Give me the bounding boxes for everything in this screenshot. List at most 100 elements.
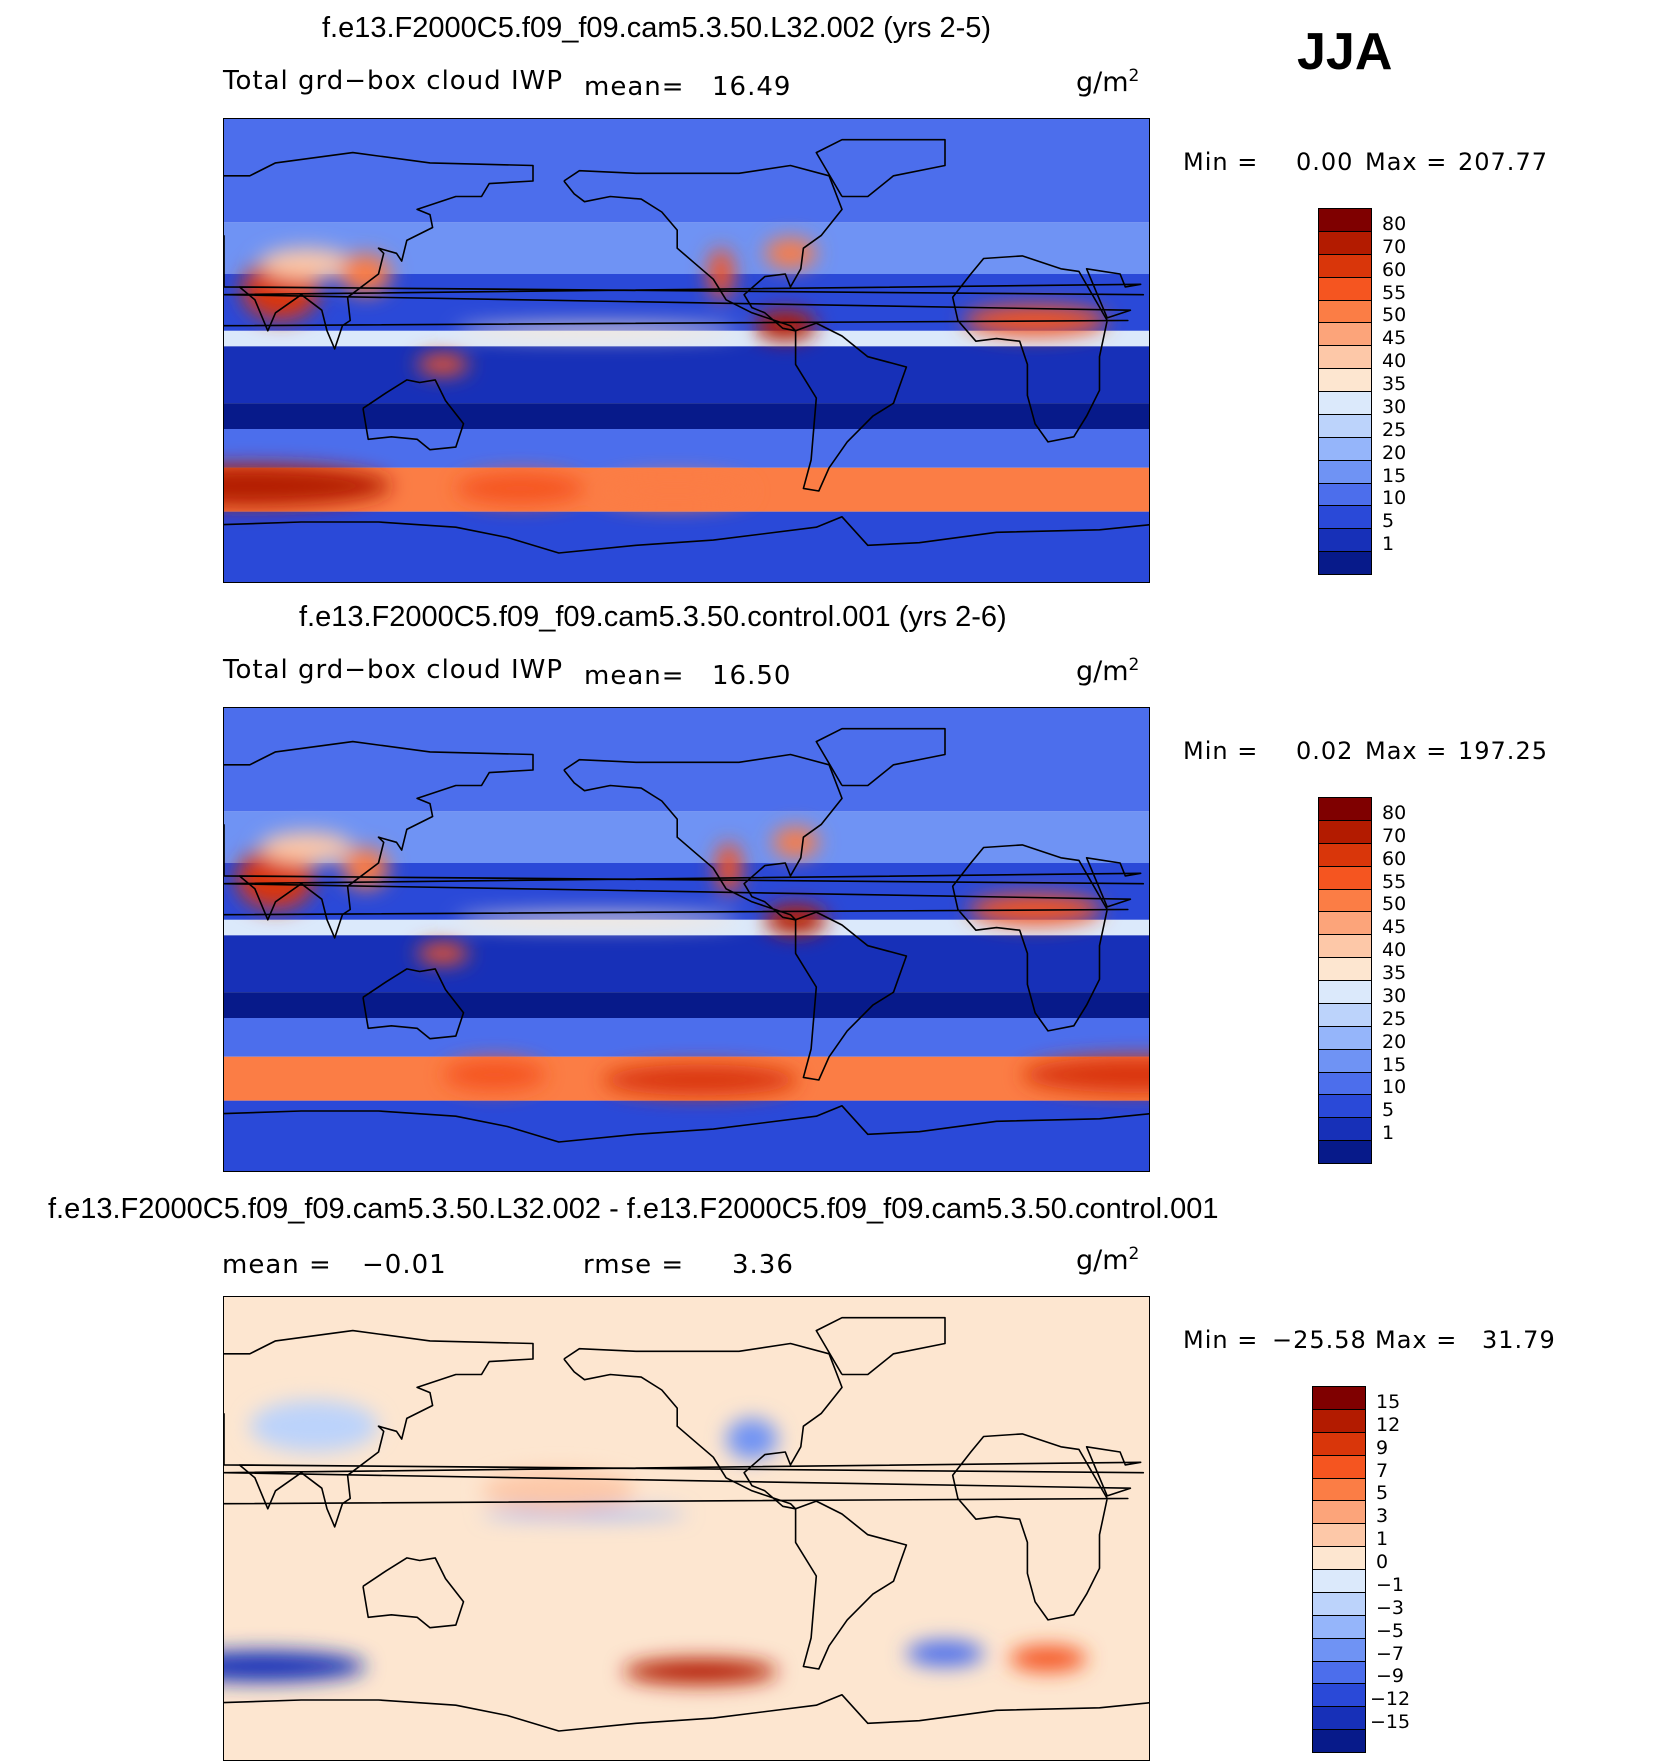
colorbar-swatch xyxy=(1318,368,1372,392)
colorbar-label: 20 xyxy=(1382,1030,1407,1053)
colorbar-swatch xyxy=(1312,1660,1366,1685)
colorbar-swatch xyxy=(1318,1117,1372,1142)
field-feature-south-atlantic-storm-track xyxy=(597,475,752,507)
field-feature-east-china xyxy=(339,253,392,295)
colorbar-label: 35 xyxy=(1382,373,1407,395)
field-band xyxy=(224,992,1149,1018)
coastline xyxy=(224,844,1129,1032)
feature-layer xyxy=(236,826,1149,1096)
colorbar-swatch xyxy=(1318,413,1372,438)
panel-3-min-label: Min = xyxy=(1183,1326,1259,1354)
colorbar-swatch xyxy=(1318,459,1372,484)
colorbar-label: 5 xyxy=(1382,1099,1395,1122)
colorbar-swatch xyxy=(1312,1706,1366,1731)
field-layer xyxy=(224,1297,1149,1760)
map-canvas xyxy=(224,708,1149,1171)
field-feature-east-atlantic-positive xyxy=(906,1640,984,1667)
field-band xyxy=(224,511,1149,582)
coastline xyxy=(815,138,946,198)
field-feature-east-china xyxy=(342,847,389,889)
colorbar-swatch xyxy=(1312,1683,1366,1708)
panel-2-colorbar: 80 70 60 55 50 45 40 35 30 25 20 15 10 5 1 xyxy=(1318,797,1408,1164)
panel-1-units: g/m2 xyxy=(1076,66,1140,98)
colorbar-label: 80 xyxy=(1382,801,1407,824)
colorbar-swatch xyxy=(1318,842,1372,867)
coastline xyxy=(794,911,908,1081)
colorbar-swatch xyxy=(1312,1477,1366,1502)
panel-1-mean-value: 16.49 xyxy=(712,72,792,102)
panel-1-max-label: Max = xyxy=(1365,148,1448,176)
colorbar-label: 45 xyxy=(1382,327,1407,350)
colorbar-swatch xyxy=(1312,1591,1366,1616)
field-band xyxy=(224,1100,1149,1171)
colorbar-label: 9 xyxy=(1376,1436,1389,1459)
coastline xyxy=(362,1557,465,1629)
colorbar-label: 10 xyxy=(1382,1076,1407,1099)
colorbar-label: 15 xyxy=(1376,1390,1401,1413)
colorbar-swatch xyxy=(1318,528,1372,553)
colorbar-label: 55 xyxy=(1382,281,1407,304)
field-band xyxy=(224,919,1149,936)
field-feature-itcz-pacific xyxy=(455,913,739,927)
colorbar-label: 5 xyxy=(1376,1482,1389,1505)
colorbar-label: −9 xyxy=(1376,1665,1405,1688)
panel-3-mean-label: mean = xyxy=(222,1250,332,1280)
field-feature-south-pacific-storm-track xyxy=(455,472,585,504)
colorbar-label: 50 xyxy=(1382,304,1407,327)
field-band xyxy=(224,403,1149,429)
panel-1-colorbar: 80 70 60 55 50 45 40 35 30 25 20 15 10 5 1 xyxy=(1318,208,1408,575)
colorbar-swatch xyxy=(1318,911,1372,936)
field-feature-rockies xyxy=(715,842,742,894)
field-feature-itcz-positive xyxy=(481,1508,688,1520)
colorbar-swatch xyxy=(1318,934,1372,959)
colorbar-swatch xyxy=(1318,391,1372,415)
colorbar-label: 70 xyxy=(1382,235,1407,258)
panel-1-title: f.e13.F2000C5.f09_f09.cam5.3.50.L32.002 … xyxy=(322,12,992,44)
colorbar-label: 5 xyxy=(1382,510,1395,533)
feature-layer xyxy=(224,237,1108,507)
colorbar-label: 80 xyxy=(1382,212,1407,235)
colorbar-swatch xyxy=(1318,797,1372,821)
colorbar-label: 50 xyxy=(1382,893,1407,916)
colorbar-swatch xyxy=(1318,1002,1372,1027)
colorbar-label: 15 xyxy=(1382,1053,1407,1076)
colorbar-label: −7 xyxy=(1376,1642,1405,1665)
panel-3-map xyxy=(223,1296,1150,1761)
field-feature-south-atlantic-storm-track xyxy=(602,1064,799,1096)
field-feature-north-america-mixed xyxy=(726,1418,778,1460)
field-feature-south-indian-storm-track xyxy=(1022,1056,1149,1093)
colorbar-swatch xyxy=(1318,980,1372,1004)
coastline xyxy=(224,1446,1142,1497)
panel-2-units: g/m2 xyxy=(1076,655,1140,687)
field-feature-maritime-continent xyxy=(417,943,469,964)
panel-3-title: f.e13.F2000C5.f09_f09.cam5.3.50.L32.002 … xyxy=(48,1193,1219,1225)
colorbar-label: 1 xyxy=(1382,533,1395,556)
colorbar-swatch xyxy=(1318,208,1372,232)
field-band xyxy=(224,708,1149,812)
panel-3-max-label: Max = xyxy=(1375,1326,1458,1354)
colorbar-label: −12 xyxy=(1370,1688,1411,1711)
colorbar-swatch xyxy=(1318,482,1372,507)
colorbar-label: 12 xyxy=(1376,1413,1401,1436)
coastline xyxy=(563,164,843,332)
coastline xyxy=(224,1433,1129,1621)
colorbar-swatch xyxy=(1312,1523,1366,1548)
panel-3-units: g/m2 xyxy=(1076,1244,1140,1276)
feature-layer xyxy=(224,1400,1087,1685)
coastline xyxy=(224,515,1149,554)
coastline xyxy=(224,151,1145,350)
panel-2-min-value: 0.02 xyxy=(1296,737,1354,765)
colorbar-label: 25 xyxy=(1382,1007,1407,1030)
coastline xyxy=(815,1316,946,1376)
colorbar-label: 30 xyxy=(1382,395,1407,418)
coastline xyxy=(224,268,1142,319)
colorbar-swatch xyxy=(1318,276,1372,301)
colorbar-swatch xyxy=(1318,322,1372,347)
colorbar-label: 40 xyxy=(1382,350,1407,373)
colorbar-label: 0 xyxy=(1376,1551,1389,1573)
field-feature-south-pacific-storm-track xyxy=(442,1059,546,1091)
colorbar-label: 15 xyxy=(1382,464,1407,487)
colorbar-swatch xyxy=(1318,1071,1372,1096)
colorbar-swatch xyxy=(1318,1140,1372,1164)
colorbar-swatch xyxy=(1318,253,1372,278)
